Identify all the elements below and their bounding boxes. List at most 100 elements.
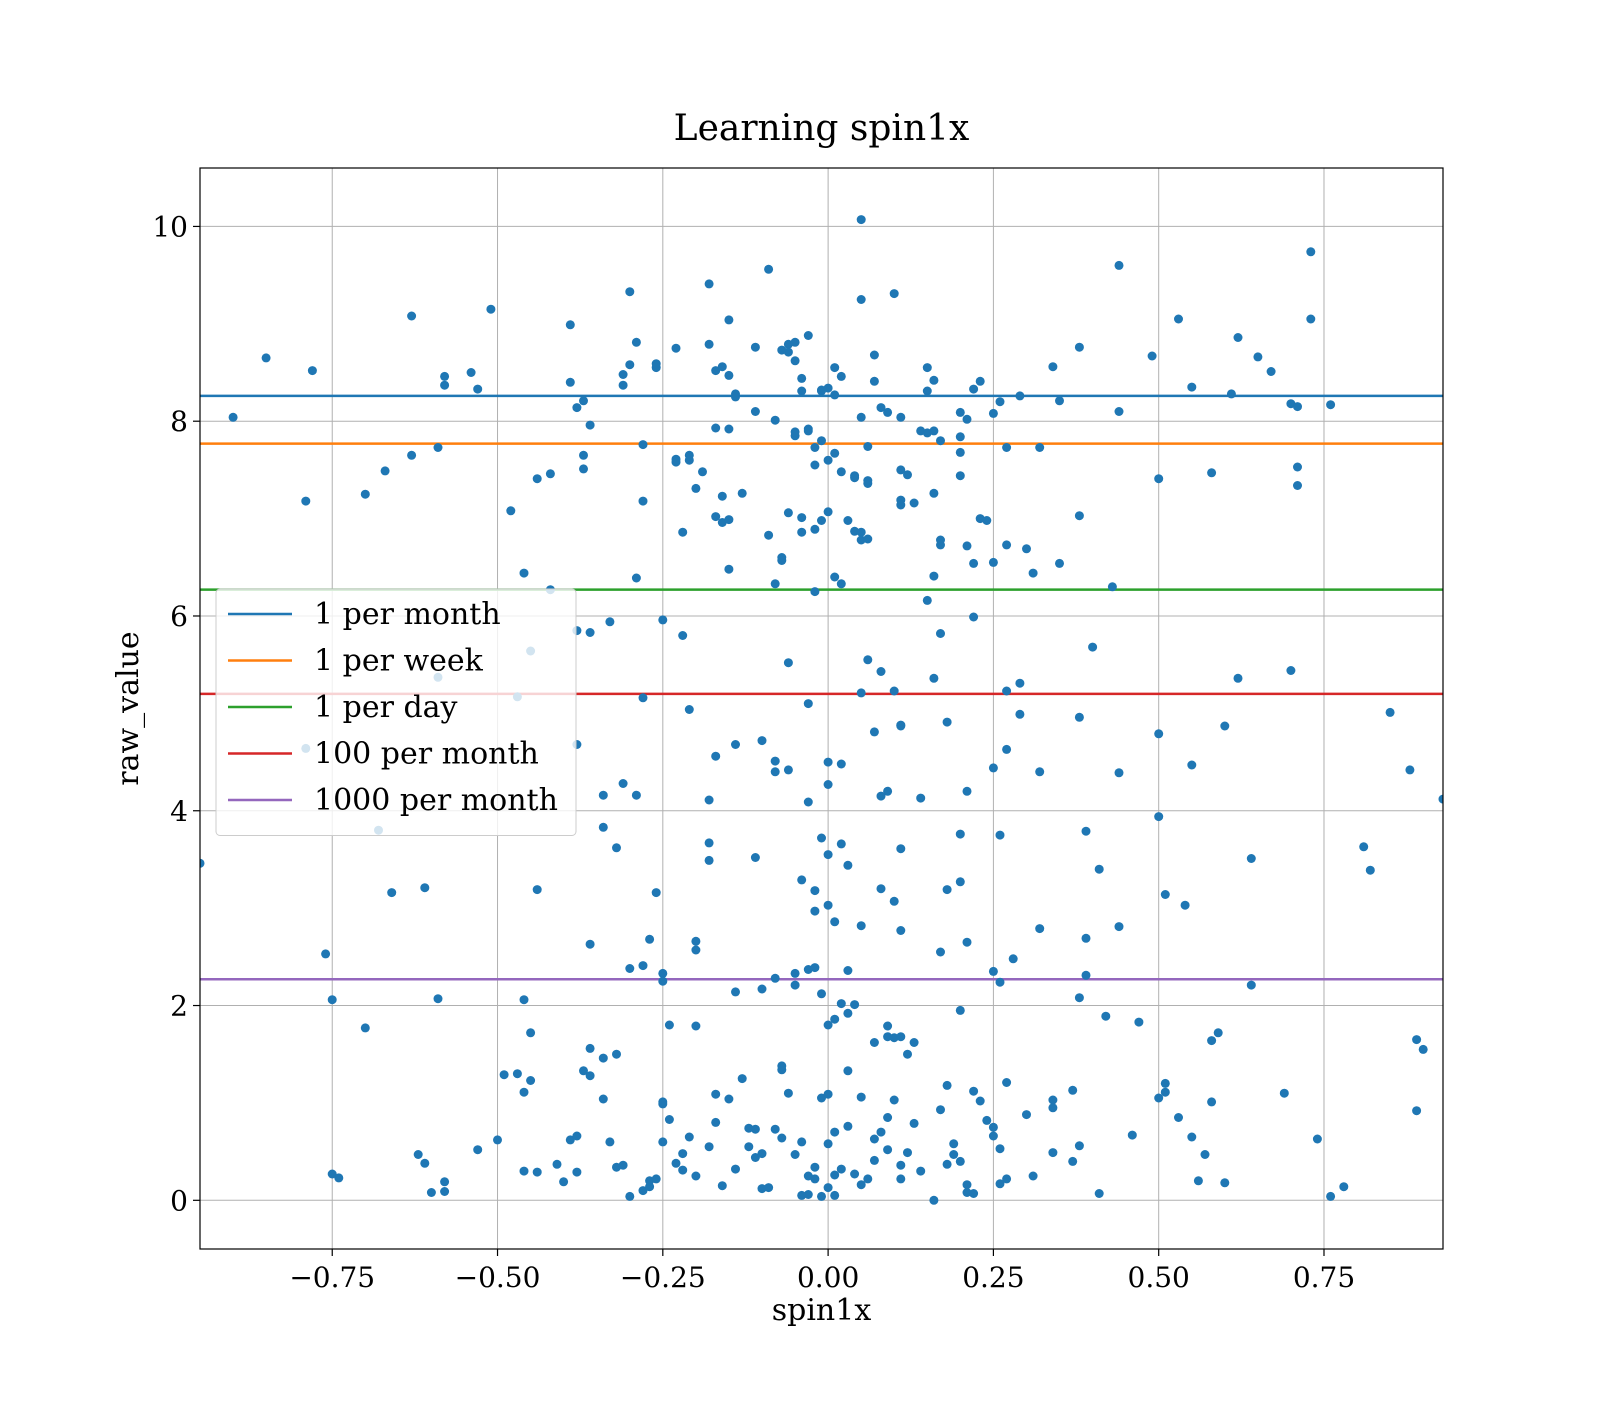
scatter-point [770,415,780,425]
scatter-point [440,1187,450,1196]
scatter-point [711,366,721,376]
scatter-point [691,945,701,955]
scatter-point [962,1188,972,1197]
scatter-point [922,595,932,605]
scatter-point [1114,407,1124,416]
scatter-point [995,1179,1005,1189]
scatter-point [843,860,853,870]
scatter-point [572,1131,582,1141]
scatter-point [836,371,846,381]
scatter-point [955,447,965,457]
scatter-point [830,917,840,927]
scatter-point [988,763,998,773]
scatter-point [869,1134,879,1144]
scatter-point [995,397,1005,407]
scatter-point [922,363,932,373]
scatter-point [618,370,628,379]
scatter-point [783,347,793,357]
scatter-point [936,629,945,638]
scatter-point [803,426,813,436]
scatter-point [889,896,899,906]
scatter-point [797,386,807,396]
scatter-point [1359,842,1369,852]
scatter-point [1412,1035,1422,1045]
scatter-point [261,353,271,363]
scatter-point [1405,765,1415,775]
scatter-point [519,1166,529,1176]
scatter-point [903,470,912,480]
scatter-point [955,1005,965,1015]
scatter-point [1002,1078,1012,1087]
scatter-point [949,1150,959,1159]
scatter-point [797,513,807,523]
scatter-point [1081,970,1091,980]
scatter-point [790,968,800,978]
scatter-point [777,1133,787,1143]
scatter-point [836,467,846,477]
scatter-point [823,1020,833,1030]
scatter-point [360,489,370,499]
scatter-point [579,1066,588,1076]
scatter-point [823,383,833,393]
scatter-point [585,1071,595,1081]
scatter-point [896,1032,906,1042]
x-tick-label: 0.25 [962,1261,1024,1294]
scatter-point [869,727,879,737]
scatter-point [565,320,575,330]
scatter-point [704,855,714,865]
scatter-point [638,961,648,971]
x-tick-label: 0.50 [1128,1261,1190,1294]
scatter-point [823,1139,833,1149]
scatter-point [1326,400,1336,410]
scatter-point [929,673,939,683]
scatter-point [790,1150,800,1159]
scatter-point [1312,1134,1322,1144]
scatter-point [724,370,734,380]
scatter-point [850,526,860,536]
scatter-point [545,469,555,479]
scatter-point [691,1171,701,1181]
scatter-point [856,215,866,225]
scatter-point [830,448,840,458]
scatter-point [724,1094,734,1104]
scatter-point [704,1142,714,1152]
scatter-point [717,491,727,501]
scatter-point [790,427,800,437]
scatter-point [433,443,443,452]
scatter-point [717,362,727,372]
scatter-point [843,1121,853,1131]
scatter-point [770,767,780,777]
scatter-point [1101,1011,1111,1021]
scatter-point [1035,767,1045,777]
scatter-point [1081,826,1091,836]
scatter-point [869,376,879,386]
scatter-point [327,995,337,1005]
scatter-point [664,1020,674,1030]
scatter-point [830,1190,840,1200]
scatter-point [512,1069,522,1079]
scatter-point [803,1190,813,1199]
scatter-point [850,1169,860,1179]
scatter-point [731,392,740,402]
scatter-point [896,1174,906,1184]
scatter-point [817,989,826,999]
scatter-point [625,360,635,370]
scatter-point [936,540,945,550]
scatter-point [1233,333,1243,342]
scatter-point [836,1164,846,1174]
scatter-point [664,1115,674,1124]
scatter-point [1002,1174,1012,1184]
scatter-point [856,921,866,931]
scatter-point [704,838,714,848]
scatter-point [638,1186,648,1196]
scatter-point [836,999,846,1009]
scatter-point [942,1080,952,1090]
scatter-point [889,1095,899,1105]
scatter-point [823,507,833,517]
legend-label-5: 1000 per month [314,783,558,818]
scatter-point [1068,1085,1078,1095]
scatter-point [962,541,972,551]
x-axis-label: spin1x [772,1293,872,1328]
scatter-point [618,380,628,390]
scatter-point [671,1158,681,1168]
